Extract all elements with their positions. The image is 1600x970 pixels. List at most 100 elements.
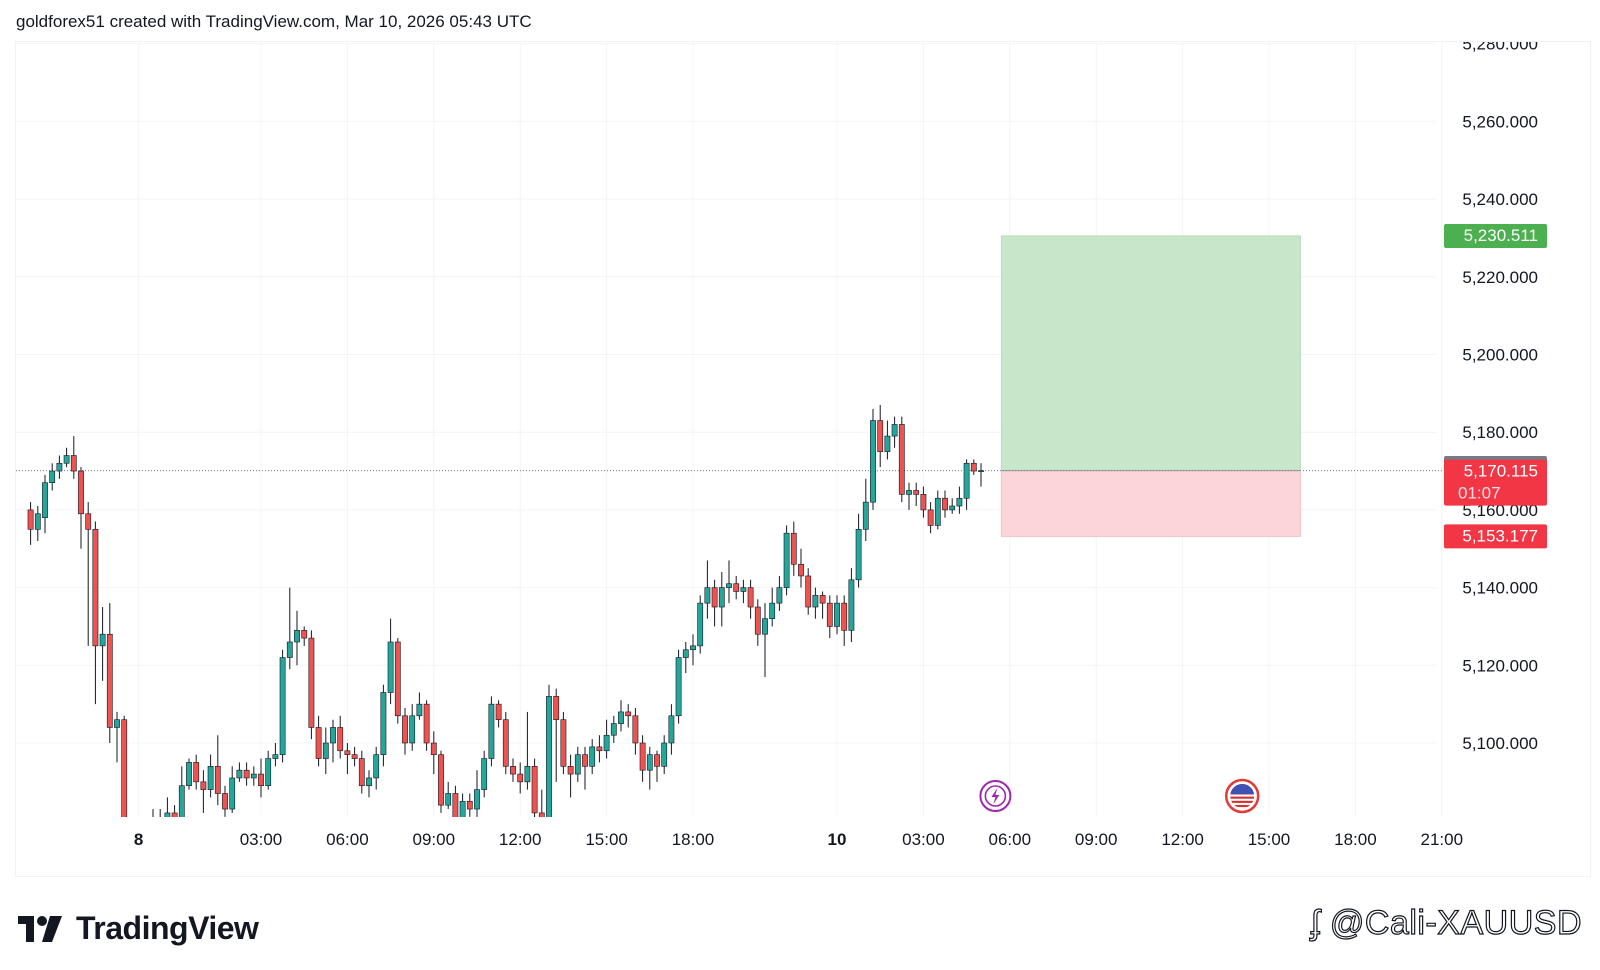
candle-body xyxy=(934,497,941,526)
candle-body xyxy=(675,657,682,717)
price-chart[interactable]: 5,280.000 5,260.000 5,240.000 5,220.000 5,20… xyxy=(16,42,1592,878)
candle-body xyxy=(56,462,63,472)
candle-body xyxy=(286,641,293,658)
price-label-text: 5,153.177 xyxy=(1462,526,1538,545)
candle-body xyxy=(459,800,466,817)
candle-body xyxy=(855,529,862,581)
candle-body xyxy=(70,455,77,472)
candle-body xyxy=(63,455,70,464)
candle-body xyxy=(49,470,56,484)
tradingview-logo[interactable]: TradingView xyxy=(18,910,259,947)
author-watermark: ʄ @Cali-XAUUSD xyxy=(1310,903,1582,943)
candle-body xyxy=(222,793,228,810)
candle-body xyxy=(963,462,970,499)
candle-body xyxy=(466,800,473,810)
candle-body xyxy=(488,703,495,759)
candle-body xyxy=(315,727,322,759)
x-tick-label: 09:00 xyxy=(1075,830,1118,849)
chart-attribution: goldforex51 created with TradingView.com… xyxy=(16,12,532,31)
x-tick-label: 8 xyxy=(134,830,143,849)
x-tick-label: 15:00 xyxy=(585,830,628,849)
candle-body xyxy=(42,482,48,518)
price-label-text: 5,230.511 xyxy=(1464,226,1538,245)
candle-body xyxy=(632,715,639,744)
candle-body xyxy=(416,703,423,717)
candle-body xyxy=(243,769,250,779)
candle-body xyxy=(366,777,372,787)
candle-body xyxy=(711,587,718,608)
price-label-text: 5,170.115 xyxy=(1464,462,1538,481)
time-axis: 8 03:00 06:00 09:00 12:00 15:00 18:00 10 03:00 06… xyxy=(134,830,1463,849)
us-flag-icon xyxy=(1224,778,1260,814)
event-markers xyxy=(979,778,1260,814)
y-tick-label: 5,240.000 xyxy=(1462,190,1538,209)
binance-square-icon: ʄ xyxy=(1310,903,1320,942)
candle-body xyxy=(754,606,761,635)
candle-body xyxy=(409,715,416,744)
candle-body xyxy=(394,641,401,717)
candle-body xyxy=(207,766,214,790)
candle-body xyxy=(495,703,502,720)
x-tick-label: 21:00 xyxy=(1421,830,1464,849)
candle-body xyxy=(762,618,768,635)
candle-body xyxy=(538,812,545,817)
candle-body xyxy=(279,657,286,755)
candle-body xyxy=(848,579,855,631)
lightning-bolt-icon xyxy=(979,780,1012,812)
candle-body xyxy=(949,505,956,511)
price-labels: 5,230.5115,170.2585,170.11501:075,153.17… xyxy=(1444,223,1547,549)
candle-body xyxy=(531,766,538,814)
candle-body xyxy=(373,754,380,779)
candle-body xyxy=(726,583,732,588)
candle-body xyxy=(978,470,984,472)
candle-body xyxy=(906,490,912,495)
candle-body xyxy=(481,758,488,790)
candle-body xyxy=(106,633,113,728)
x-tick-label: 18:00 xyxy=(1334,830,1377,849)
candle-body xyxy=(85,513,92,530)
candle-body xyxy=(884,435,891,452)
candle-body xyxy=(682,649,689,658)
candle-body xyxy=(898,424,905,495)
candle-body xyxy=(589,746,596,767)
candle-body xyxy=(769,602,776,619)
y-tick-label: 5,120.000 xyxy=(1462,656,1538,675)
candle-body xyxy=(783,532,790,588)
target-zone xyxy=(1000,235,1301,472)
candle-body xyxy=(661,742,668,767)
candle-body xyxy=(78,470,84,515)
candle-body xyxy=(178,785,185,817)
candle-body xyxy=(236,769,243,779)
candle-body xyxy=(805,575,812,608)
candle-body xyxy=(99,633,106,647)
candle-body xyxy=(618,711,624,724)
candle-body xyxy=(92,529,99,647)
candle-body xyxy=(567,766,574,775)
candle-body xyxy=(639,742,646,771)
candle-body xyxy=(942,497,948,511)
candle-body xyxy=(301,630,308,639)
y-tick-label: 5,200.000 xyxy=(1462,346,1538,365)
candle-body xyxy=(510,766,516,775)
candle-body xyxy=(186,762,192,787)
candle-body xyxy=(740,587,747,592)
x-tick-label: 09:00 xyxy=(413,830,456,849)
candle-body xyxy=(776,587,783,604)
candle-body xyxy=(718,587,725,608)
candle-body xyxy=(546,696,552,817)
x-tick-label: 15:00 xyxy=(1248,830,1291,849)
candle-body xyxy=(158,821,163,833)
candle-body xyxy=(790,532,797,565)
candle-body xyxy=(200,781,207,790)
stop-zone xyxy=(1000,470,1301,537)
candle-body xyxy=(690,645,696,651)
candle-body xyxy=(344,750,351,755)
x-tick-label: 03:00 xyxy=(240,830,283,849)
candle-body xyxy=(351,754,358,759)
chart-frame[interactable]: 5,280.000 5,260.000 5,240.000 5,220.000 5,20… xyxy=(15,41,1591,877)
y-tick-label: 5,140.000 xyxy=(1462,579,1538,598)
candle-body xyxy=(733,583,740,592)
candle-body xyxy=(596,746,603,752)
candle-body xyxy=(171,812,178,817)
candle-body xyxy=(402,715,408,744)
